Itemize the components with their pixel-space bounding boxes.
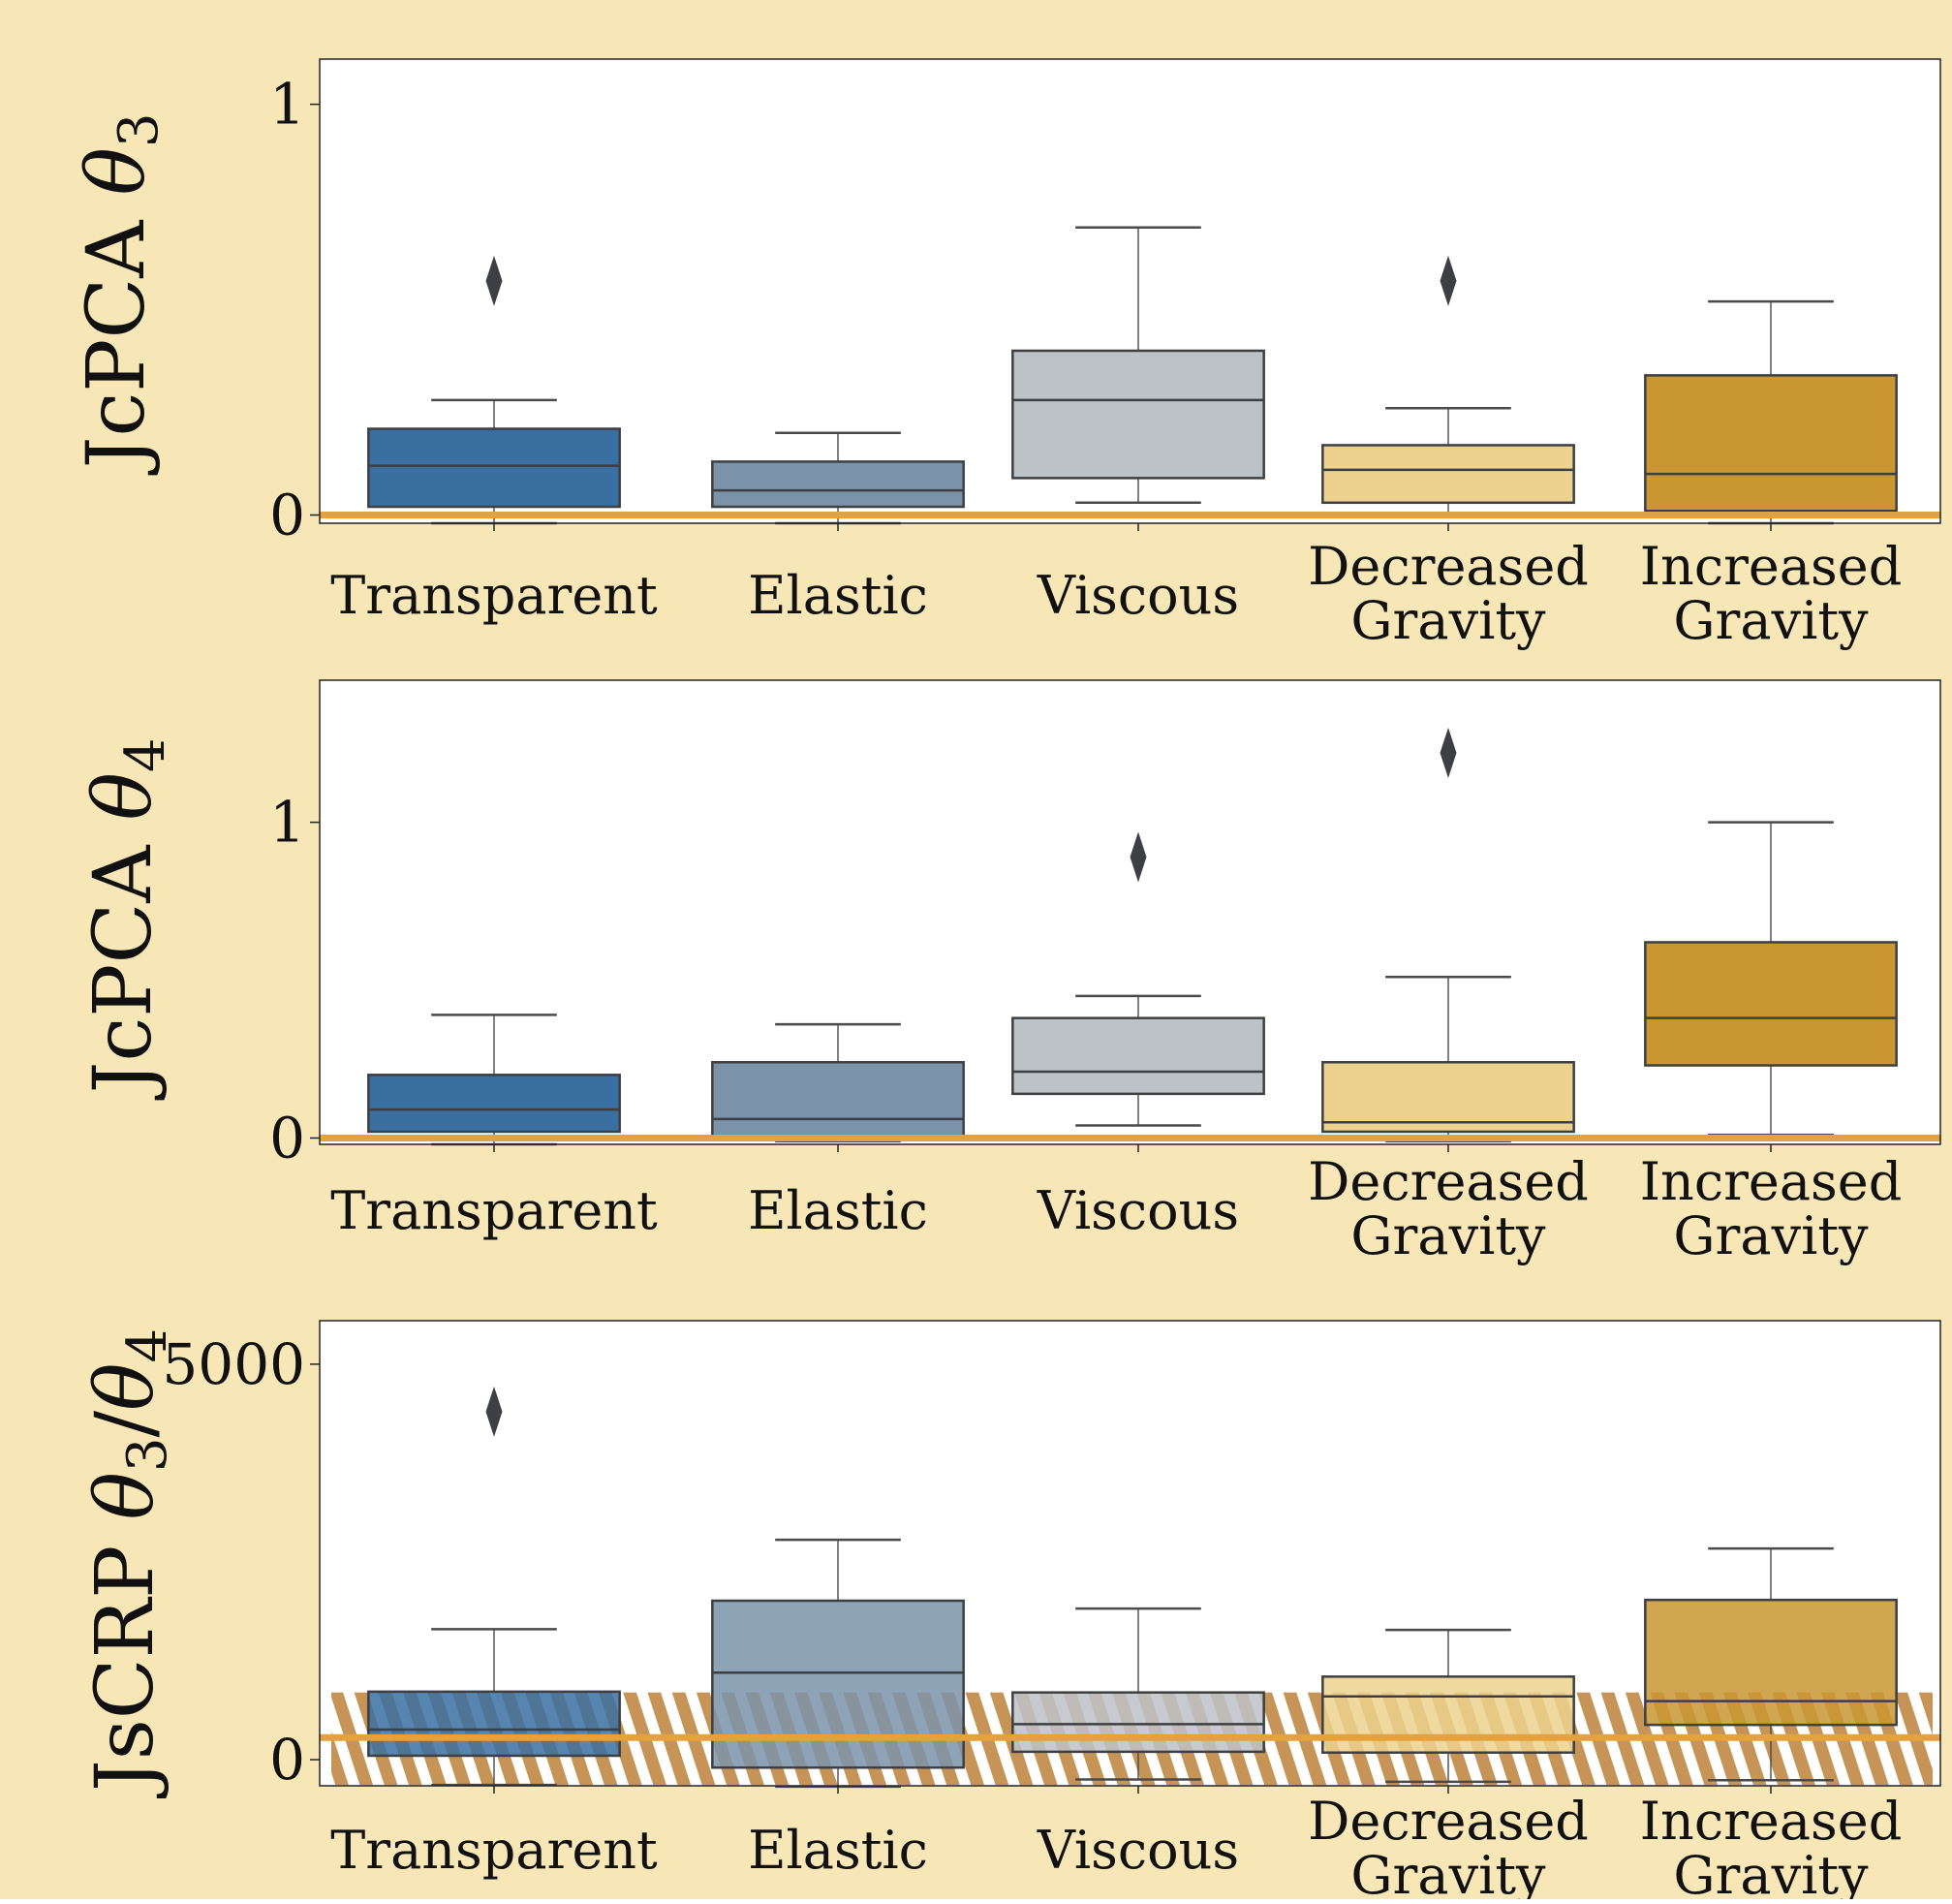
y-axis-label: JcPCA θ3 <box>71 112 170 475</box>
box-3 <box>1011 226 1265 505</box>
x-tick-label: Decreased <box>1308 536 1589 597</box>
box-body <box>1644 1598 1898 1727</box>
box-1 <box>367 255 621 525</box>
box-2 <box>711 1022 965 1142</box>
x-tick-label: Elastic <box>748 1180 928 1241</box>
box-3 <box>1011 1607 1265 1781</box>
y-tick-label: 1 <box>269 72 305 138</box>
box-body <box>1011 349 1265 480</box>
box-1 <box>367 1386 621 1787</box>
x-tick-label: Transparent <box>330 1820 658 1881</box>
box-body <box>711 460 965 509</box>
box-body <box>1011 1691 1265 1754</box>
x-tick-label: Transparent <box>330 565 658 626</box>
x-tick-label: Gravity <box>1673 590 1869 651</box>
box-body <box>1321 444 1575 505</box>
x-tick-label: Viscous <box>1037 565 1239 626</box>
x-tick-label: Elastic <box>748 1820 928 1881</box>
box-body <box>1644 941 1898 1067</box>
x-tick-label: Decreased <box>1308 1151 1589 1212</box>
box-body <box>711 1061 965 1139</box>
x-tick-label: Gravity <box>1673 1845 1869 1899</box>
x-tick-label: Gravity <box>1350 1845 1546 1899</box>
box-1 <box>367 1014 621 1146</box>
y-axis-label: JsCRP θ3/θ4 <box>79 1328 179 1798</box>
box-body <box>1011 1016 1265 1096</box>
box-body <box>1644 374 1898 513</box>
box-body <box>367 1074 621 1134</box>
x-tick-label: Increased <box>1640 536 1903 597</box>
y-tick-label: 1 <box>269 790 305 856</box>
outlier-point <box>485 1386 503 1437</box>
box-body <box>1321 1675 1575 1754</box>
x-tick-label: Gravity <box>1673 1205 1869 1266</box>
y-axis-label: JcPCA θ4 <box>77 737 177 1100</box>
y-tick-label: 5000 <box>162 1331 305 1397</box>
outlier-point <box>485 255 503 306</box>
box-body <box>711 1599 965 1769</box>
y-tick-label: 0 <box>269 1105 305 1170</box>
plot-frame <box>319 58 1941 524</box>
x-tick-label: Gravity <box>1350 590 1546 651</box>
y-tick-label: 0 <box>269 1727 305 1793</box>
outlier-point <box>1440 727 1457 778</box>
plot-frame <box>319 679 1941 1145</box>
x-tick-label: Viscous <box>1037 1180 1239 1241</box>
box-body <box>367 427 621 509</box>
outlier-point <box>1440 255 1457 306</box>
box-5 <box>1644 1546 1898 1782</box>
x-tick-label: Increased <box>1640 1151 1903 1212</box>
box-2 <box>711 431 965 525</box>
y-tick-label: 0 <box>269 483 305 548</box>
x-tick-label: Increased <box>1640 1791 1903 1852</box>
plot-frame <box>319 1320 1941 1787</box>
x-tick-label: Elastic <box>748 565 928 626</box>
outlier-point <box>1130 831 1147 883</box>
x-tick-label: Transparent <box>330 1180 658 1241</box>
box-3 <box>1011 831 1265 1127</box>
x-tick-label: Decreased <box>1308 1791 1589 1852</box>
box-body <box>1321 1061 1575 1134</box>
x-tick-label: Viscous <box>1037 1820 1239 1881</box>
x-tick-label: Gravity <box>1350 1205 1546 1266</box>
box-body <box>367 1690 621 1758</box>
